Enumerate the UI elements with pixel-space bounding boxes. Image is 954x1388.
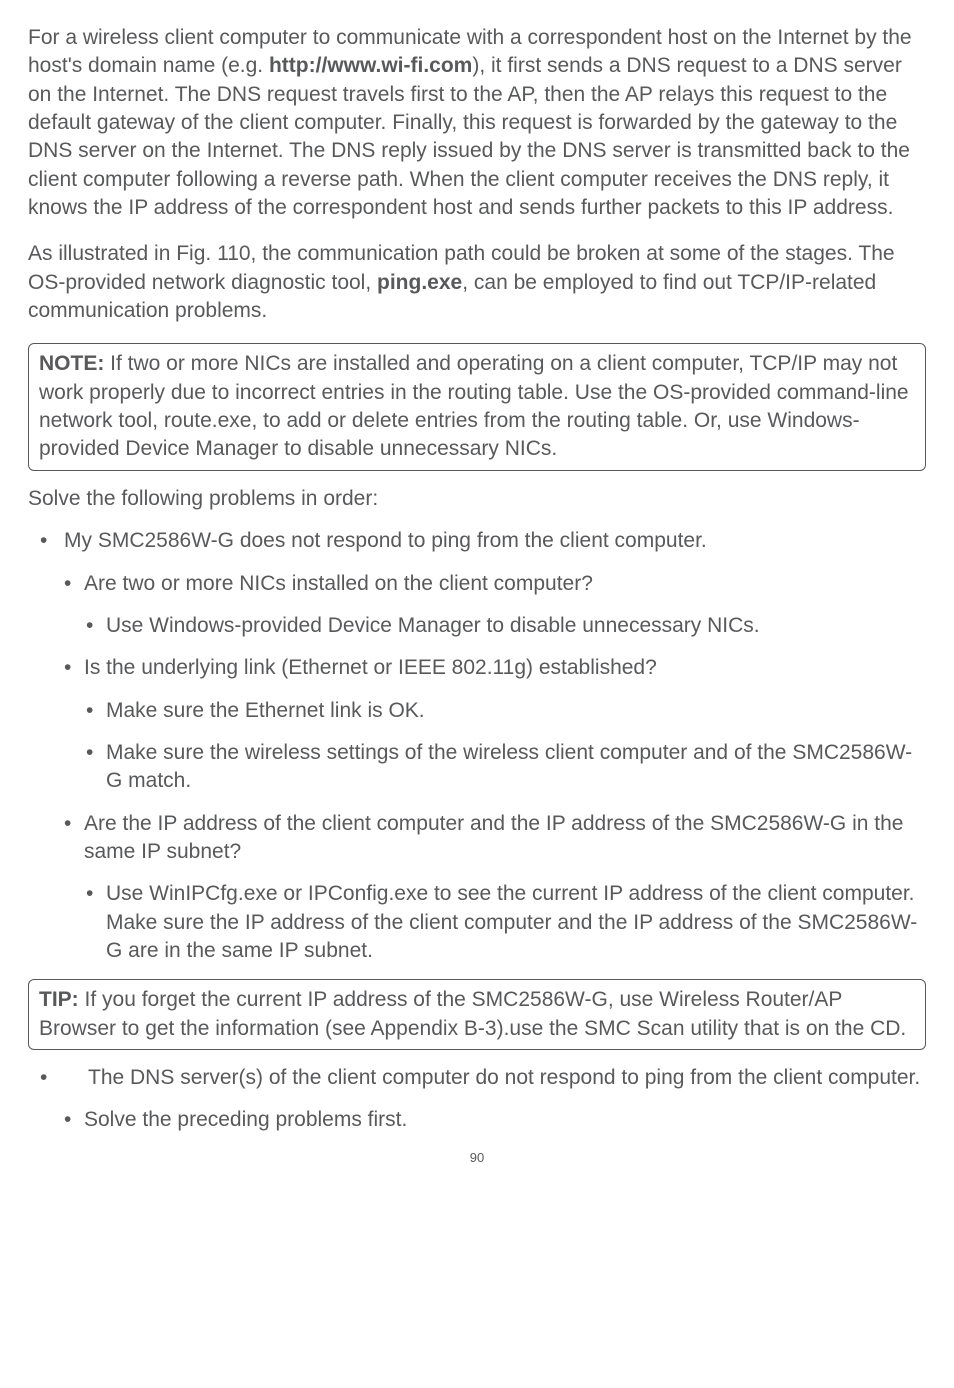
note-box: NOTE: If two or more NICs are installed …	[28, 343, 926, 470]
list-item-text: The DNS server(s) of the client computer…	[88, 1066, 920, 1089]
p2-bold-tool: ping.exe	[377, 271, 462, 294]
list-item: My SMC2586W-G does not respond to ping f…	[28, 527, 926, 555]
p1-bold-url: http://www.wi-fi.com	[269, 54, 472, 77]
tip-box: TIP: If you forget the current IP addres…	[28, 979, 926, 1050]
list-item: Are the IP address of the client compute…	[28, 810, 926, 867]
list-item: Use Windows-provided Device Manager to d…	[28, 612, 926, 640]
list-item: Make sure the Ethernet link is OK.	[28, 697, 926, 725]
list-item: Use WinIPCfg.exe or IPConfig.exe to see …	[28, 880, 926, 965]
paragraph-1: For a wireless client computer to commun…	[28, 24, 926, 222]
list-item: Is the underlying link (Ethernet or IEEE…	[28, 654, 926, 682]
note-lead: NOTE:	[39, 352, 104, 375]
list-item: Make sure the wireless settings of the w…	[28, 739, 926, 796]
page-number: 90	[28, 1149, 926, 1167]
tip-lead: TIP:	[39, 988, 79, 1011]
note-text: If two or more NICs are installed and op…	[39, 352, 909, 460]
list-item: Are two or more NICs installed on the cl…	[28, 570, 926, 598]
p1-text-b: ), it first sends a DNS request to a DNS…	[28, 54, 910, 219]
list-item: The DNS server(s) of the client computer…	[28, 1064, 926, 1092]
paragraph-2: As illustrated in Fig. 110, the communic…	[28, 240, 926, 325]
list-item: Solve the preceding problems first.	[28, 1106, 926, 1134]
solve-heading: Solve the following problems in order:	[28, 485, 926, 513]
tip-text: If you forget the current IP address of …	[39, 988, 906, 1039]
